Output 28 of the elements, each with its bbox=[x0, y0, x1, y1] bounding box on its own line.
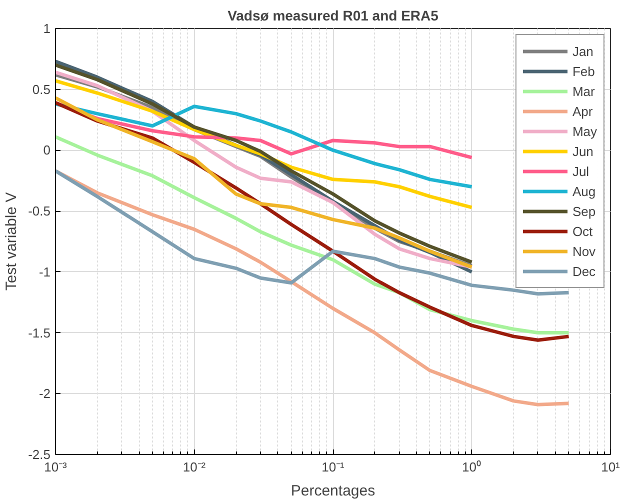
legend-label: Nov bbox=[572, 243, 596, 259]
legend-label: Aug bbox=[572, 183, 596, 199]
legend-label: Sep bbox=[572, 203, 596, 219]
legend-label: May bbox=[572, 123, 597, 139]
y-tick-label: 0.5 bbox=[32, 82, 51, 97]
x-tick-label: 10⁻² bbox=[182, 460, 206, 474]
y-tick-label: -1 bbox=[38, 264, 51, 280]
y-axis-title: Test variable V bbox=[3, 192, 20, 291]
x-tick-label: 10⁻¹ bbox=[322, 460, 346, 474]
x-axis-title: Percentages bbox=[290, 482, 376, 500]
y-tick-label: -1.5 bbox=[28, 325, 51, 340]
legend-label: Jun bbox=[572, 143, 594, 159]
legend-label: Jan bbox=[572, 43, 594, 59]
legend-label: Apr bbox=[572, 103, 593, 119]
legend-label: Mar bbox=[572, 83, 595, 99]
x-tick-label: 10¹ bbox=[601, 460, 621, 474]
x-tick-label: 10⁰ bbox=[462, 460, 482, 474]
y-tick-label: -2.5 bbox=[28, 447, 51, 462]
chart-title: Vadsø measured R01 and ERA5 bbox=[228, 8, 439, 24]
y-tick-label: 1 bbox=[43, 21, 51, 36]
y-tick-label: -2 bbox=[38, 386, 51, 402]
legend-label: Dec bbox=[572, 263, 596, 279]
x-tick-label: 10⁻³ bbox=[44, 460, 68, 474]
y-tick-label: 0 bbox=[43, 142, 51, 158]
legend-label: Feb bbox=[572, 63, 595, 79]
legend-label: Jul bbox=[572, 163, 590, 179]
y-tick-label: -0.5 bbox=[28, 204, 51, 219]
legend-label: Oct bbox=[572, 223, 593, 239]
